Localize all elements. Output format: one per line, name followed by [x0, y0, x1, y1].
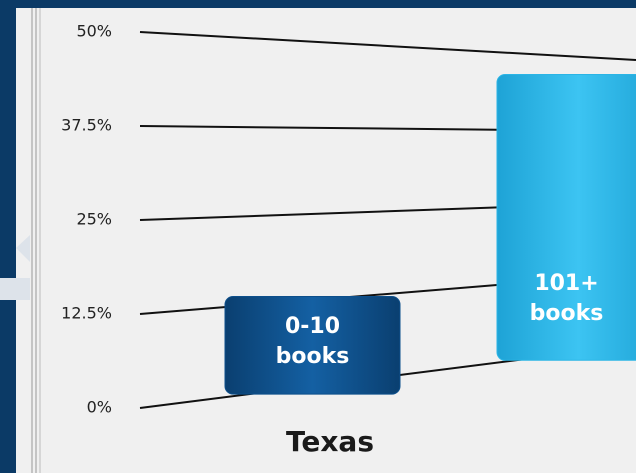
grid-line — [139, 31, 636, 61]
side-arrow — [16, 235, 30, 262]
y-tick-label: 50% — [76, 22, 112, 41]
x-axis-label: Texas — [286, 425, 374, 458]
y-tick-label: 0% — [87, 398, 112, 417]
y-tick-label: 37.5% — [61, 116, 112, 135]
y-tick-label: 12.5% — [61, 304, 112, 323]
bar — [224, 296, 401, 395]
bar — [496, 73, 636, 361]
y-tick-label: 25% — [76, 210, 112, 229]
bar-label: 0-10 books — [275, 313, 350, 369]
bar-label: 101+ books — [529, 271, 604, 327]
side-strip — [0, 278, 30, 300]
